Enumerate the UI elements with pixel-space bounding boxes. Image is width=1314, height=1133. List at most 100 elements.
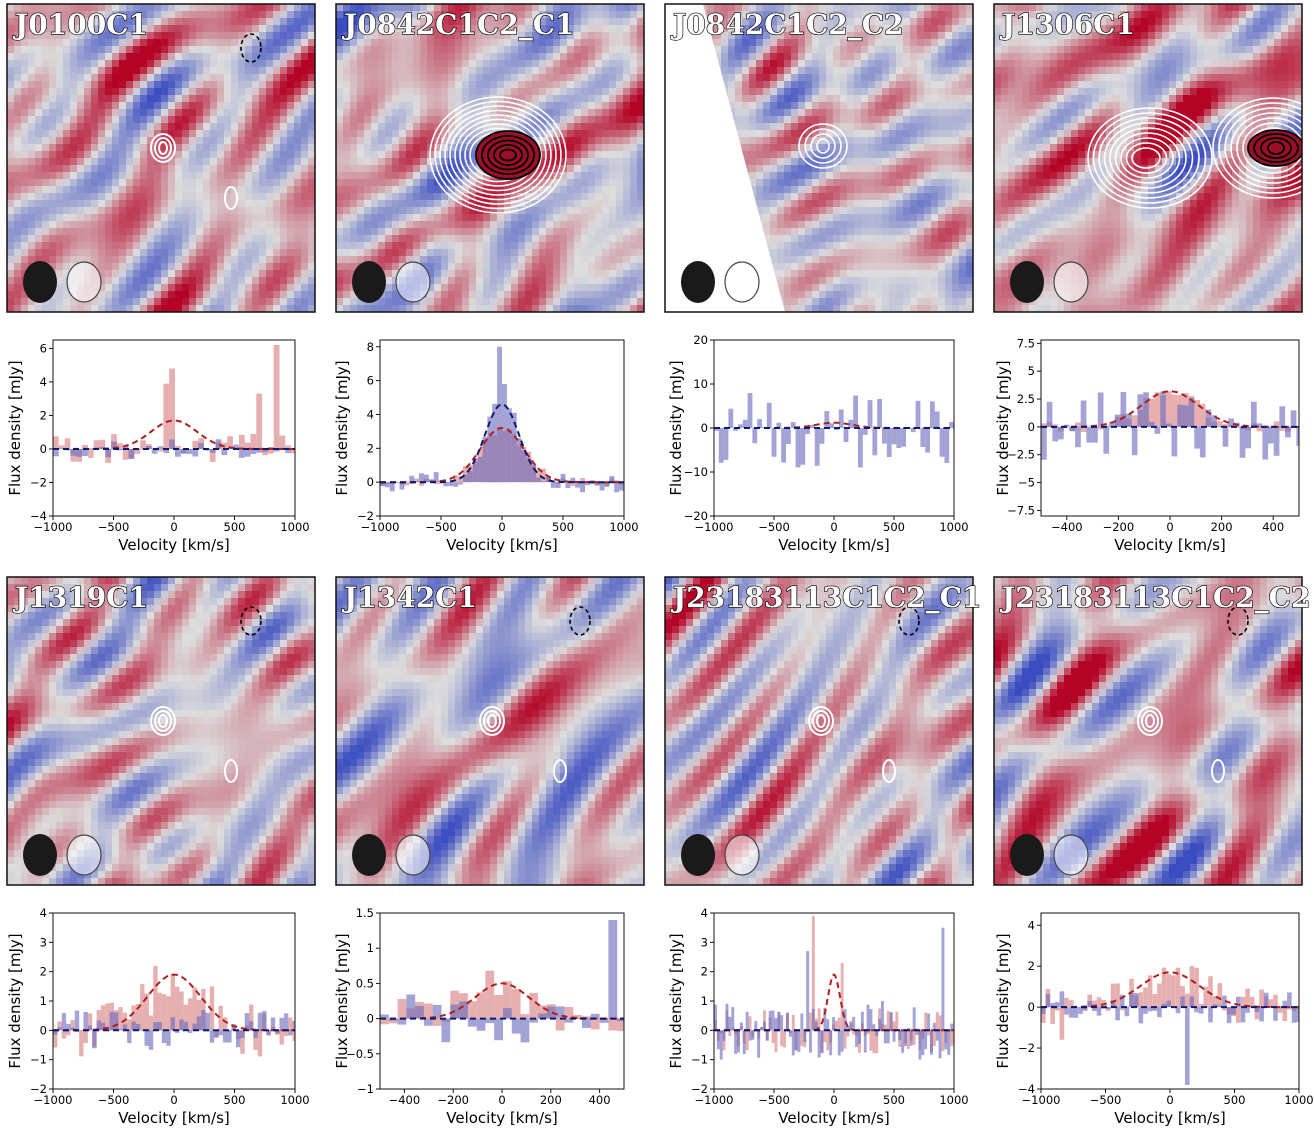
map-pixel [294, 221, 302, 229]
map-pixel [84, 144, 92, 152]
map-pixel [259, 46, 267, 54]
map-pixel [539, 88, 547, 96]
map-pixel [560, 67, 568, 75]
spectrum-bar [555, 482, 561, 488]
map-pixel [357, 151, 365, 159]
map-pixel [70, 109, 78, 117]
map-pixel [14, 137, 22, 145]
map-pixel [203, 179, 211, 187]
map-pixel [910, 116, 918, 124]
map-pixel [483, 102, 491, 110]
map-pixel [854, 81, 862, 89]
map-pixel [854, 67, 862, 75]
map-pixel [189, 53, 197, 61]
map-pixel [420, 214, 428, 222]
map-pixel [259, 277, 267, 285]
map-pixel [539, 207, 547, 215]
map-pixel [938, 25, 946, 33]
map-pixel [189, 221, 197, 229]
map-pixel [77, 256, 85, 264]
map-pixel [735, 130, 743, 138]
map-pixel [77, 81, 85, 89]
map-pixel [777, 123, 785, 131]
map-pixel [105, 60, 113, 68]
map-pixel [427, 305, 435, 312]
map-pixel [910, 25, 918, 33]
map-pixel [217, 200, 225, 208]
map-pixel [483, 81, 491, 89]
map-pixel [224, 123, 232, 131]
map-pixel [448, 144, 456, 152]
map-pixel [350, 193, 358, 201]
map-pixel [350, 144, 358, 152]
map-pixel [427, 88, 435, 96]
map-pixel [98, 256, 106, 264]
map-pixel [588, 39, 596, 47]
map-pixel [266, 158, 274, 166]
map-pixel [77, 249, 85, 257]
map-pixel [595, 53, 603, 61]
map-pixel [49, 123, 57, 131]
map-pixel [84, 18, 92, 26]
map-pixel [266, 249, 274, 257]
map-pixel [203, 158, 211, 166]
map-pixel [511, 263, 519, 271]
spectrum-bar [186, 449, 193, 454]
map-pixel [581, 193, 589, 201]
map-pixel [637, 74, 644, 82]
gaussian-fit [380, 403, 624, 484]
map-pixel [91, 172, 99, 180]
map-pixel [504, 193, 512, 201]
map-pixel [595, 123, 603, 131]
map-pixel [497, 298, 505, 306]
map-pixel [392, 144, 400, 152]
map-pixel [77, 179, 85, 187]
map-pixel [77, 116, 85, 124]
map-pixel [623, 102, 631, 110]
map-pixel [462, 214, 470, 222]
map-pixel [406, 116, 414, 124]
map-pixel [917, 32, 925, 40]
map-pixel [259, 291, 267, 299]
map-pixel [637, 151, 644, 159]
map-pixel [602, 256, 610, 264]
map-pixel [168, 95, 176, 103]
map-pixel [210, 123, 218, 131]
map-pixel [924, 53, 932, 61]
map-pixel [441, 81, 449, 89]
map-pixel [567, 60, 575, 68]
map-pixel [287, 172, 295, 180]
map-pixel [490, 249, 498, 257]
map-pixel [392, 74, 400, 82]
map-pixel [154, 53, 162, 61]
map-pixel [266, 60, 274, 68]
map-pixel [147, 18, 155, 26]
map-pixel [553, 11, 561, 19]
map-pixel [490, 221, 498, 229]
map-pixel [189, 200, 197, 208]
map-pixel [280, 214, 288, 222]
map-pixel [175, 144, 183, 152]
map-pixel [875, 11, 883, 19]
map-pixel [749, 53, 757, 61]
map-pixel [553, 242, 561, 250]
map-pixel [609, 102, 617, 110]
map-pixel [336, 95, 344, 103]
map-pixel [161, 235, 169, 243]
map-pixel [434, 249, 442, 257]
map-pixel [518, 270, 526, 278]
map-pixel [770, 102, 778, 110]
map-pixel [490, 207, 498, 215]
map-pixel [399, 214, 407, 222]
map-pixel [91, 95, 99, 103]
map-pixel [924, 4, 932, 12]
map-pixel [245, 172, 253, 180]
map-pixel [357, 25, 365, 33]
map-pixel [616, 298, 624, 306]
spectrum-bar [128, 449, 135, 459]
map-pixel [84, 116, 92, 124]
map-pixel [56, 151, 64, 159]
map-pixel [924, 74, 932, 82]
map-pixel [392, 158, 400, 166]
map-pixel [294, 4, 302, 12]
